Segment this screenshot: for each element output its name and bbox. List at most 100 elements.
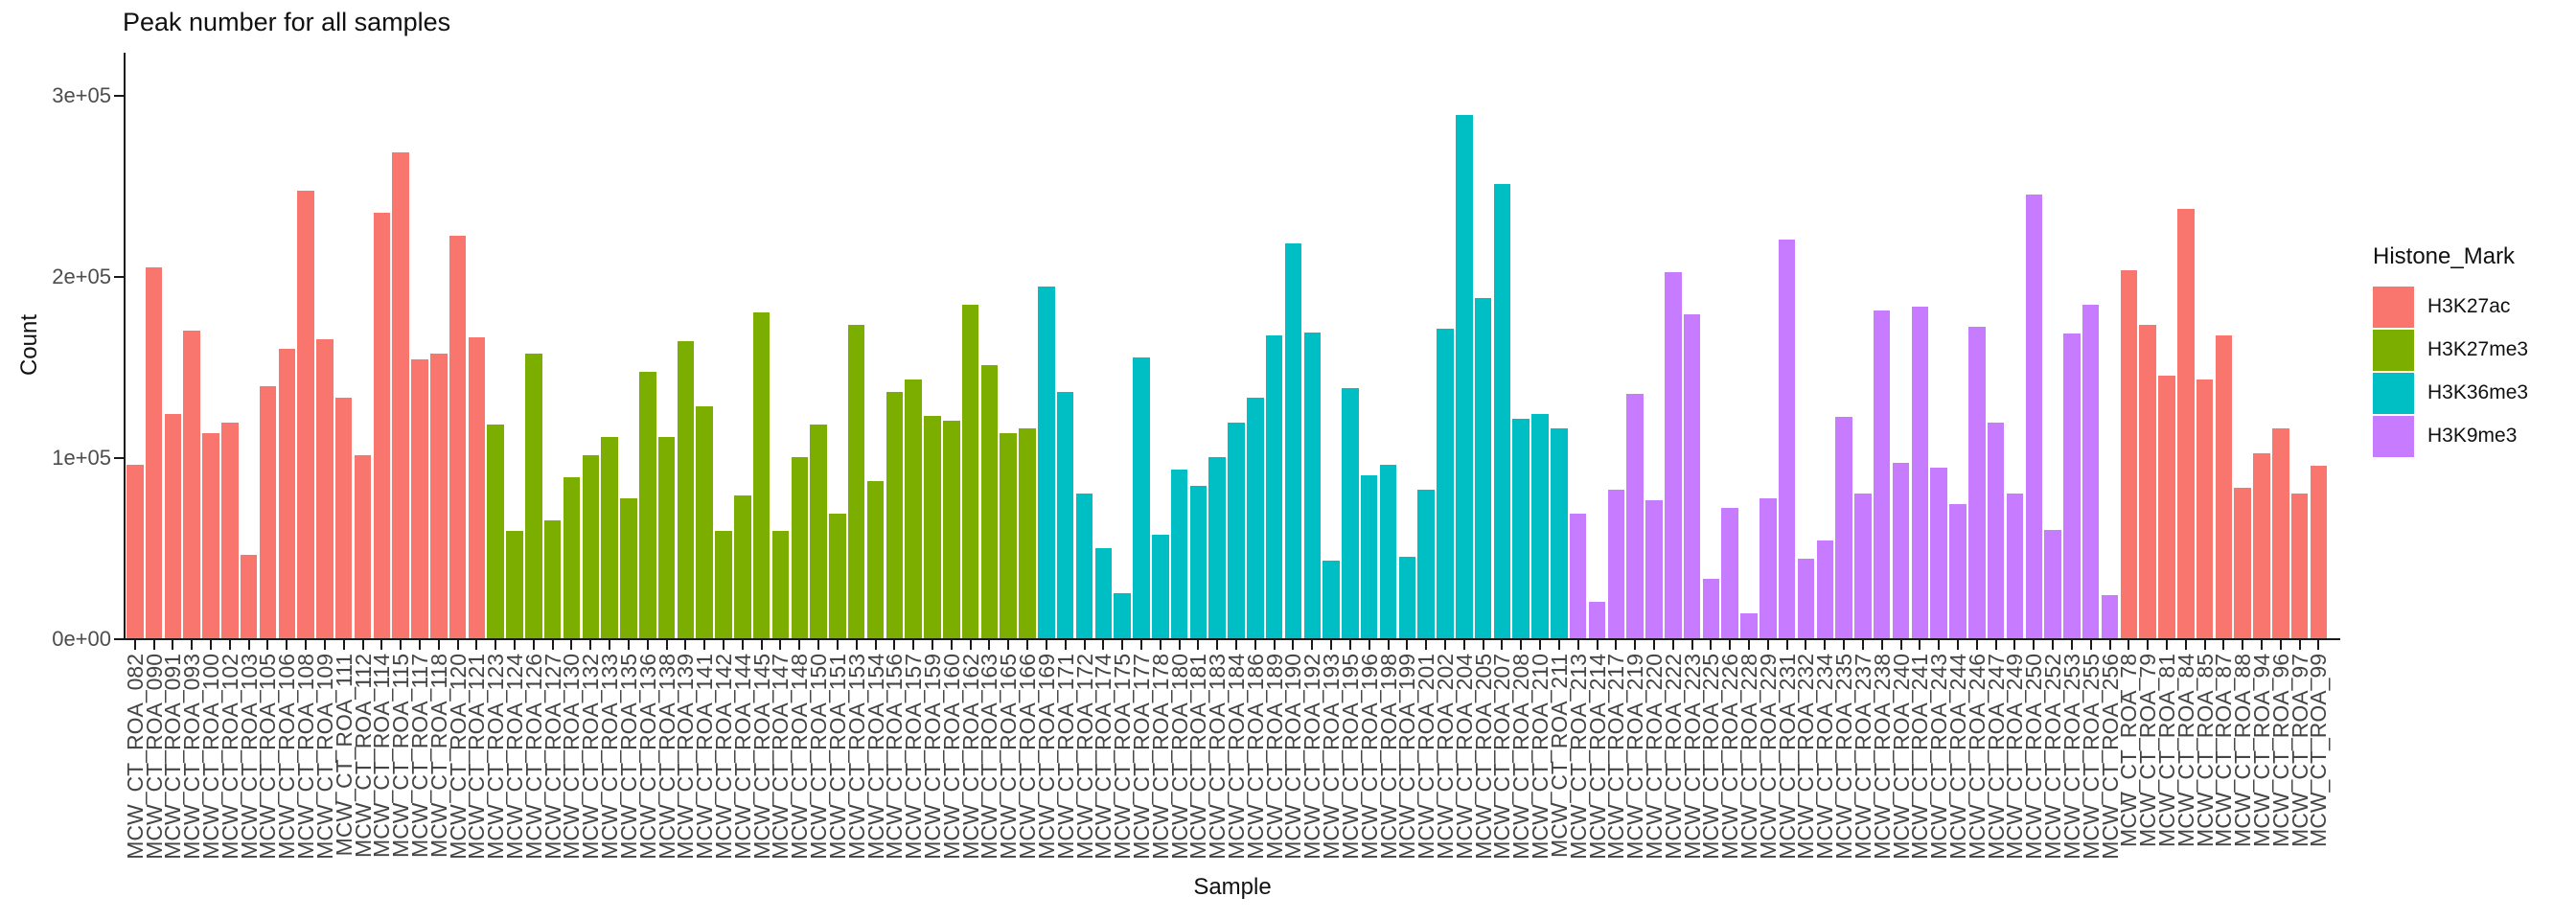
x-tick-mark — [1443, 640, 1446, 650]
x-tick-mark — [1785, 640, 1788, 650]
x-tick-mark — [1557, 640, 1560, 650]
bar-MCW_CT_ROA_97 — [2290, 493, 2309, 638]
x-tick-mark — [2089, 640, 2092, 650]
bar-MCW_CT_ROA_151 — [829, 513, 846, 638]
x-tick-mark — [1083, 640, 1086, 650]
bar-MCW_CT_ROA_193 — [1322, 560, 1340, 638]
bar-MCW_CT_ROA_223 — [1683, 313, 1701, 638]
bar-MCW_CT_ROA_204 — [1456, 114, 1473, 638]
bar-MCW_CT_ROA_88 — [2234, 488, 2251, 638]
bar-MCW_CT_ROA_105 — [259, 386, 277, 638]
bar-MCW_CT_ROA_189 — [1265, 335, 1283, 638]
x-tick-mark — [1330, 640, 1333, 650]
x-tick-mark — [779, 640, 782, 650]
x-tick-mark — [1596, 640, 1598, 650]
bar-MCW_CT_ROA_180 — [1170, 470, 1188, 638]
bar-MCW_CT_ROA_85 — [2196, 379, 2214, 638]
x-tick-mark — [2279, 640, 2282, 650]
x-tick-mark — [514, 640, 517, 650]
bar-MCW_CT_ROA_153 — [847, 325, 865, 638]
x-tick-mark — [950, 640, 953, 650]
y-tick-label: 0e+00 — [52, 627, 111, 651]
bar-MCW_CT_ROA_175 — [1114, 592, 1131, 638]
bar-MCW_CT_ROA_232 — [1797, 558, 1815, 638]
bar-MCW_CT_ROA_166 — [1019, 427, 1036, 638]
bar-MCW_CT_ROA_124 — [506, 531, 523, 638]
x-tick-mark — [1710, 640, 1713, 650]
y-tick-label: 3e+05 — [52, 83, 111, 107]
bar-MCW_CT_ROA_211 — [1551, 427, 1568, 638]
legend-label: H3K27ac — [2427, 295, 2511, 317]
x-tick-mark — [931, 640, 933, 650]
bar-MCW_CT_ROA_81 — [2158, 375, 2175, 638]
bar-MCW_CT_ROA_147 — [771, 531, 790, 638]
x-tick-mark — [152, 640, 155, 650]
x-tick-mark — [1615, 640, 1618, 650]
bar-MCW_CT_ROA_118 — [430, 354, 448, 638]
bar-MCW_CT_ROA_99 — [2310, 466, 2328, 638]
x-tick-mark — [1805, 640, 1807, 650]
x-tick-mark — [1064, 640, 1067, 650]
bar-MCW_CT_ROA_252 — [2044, 529, 2061, 638]
bar-MCW_CT_ROA_171 — [1056, 391, 1074, 638]
x-tick-mark — [2222, 640, 2225, 650]
x-tick-mark — [1254, 640, 1256, 650]
bar-MCW_CT_ROA_145 — [752, 311, 770, 638]
x-tick-mark — [1748, 640, 1751, 650]
bar-MCW_CT_ROA_142 — [715, 531, 732, 638]
x-tick-mark — [627, 640, 630, 650]
bar-MCW_CT_ROA_117 — [411, 358, 428, 638]
x-tick-mark — [1348, 640, 1351, 650]
x-tick-mark — [893, 640, 896, 650]
bar-MCW_CT_ROA_154 — [866, 480, 885, 638]
x-tick-mark — [1139, 640, 1142, 650]
x-tick-mark — [2203, 640, 2206, 650]
bar-MCW_CT_ROA_132 — [582, 455, 600, 638]
x-tick-mark — [2242, 640, 2244, 650]
x-tick-mark — [475, 640, 478, 650]
bar-MCW_CT_ROA_210 — [1531, 413, 1549, 638]
bar-MCW_CT_ROA_96 — [2272, 427, 2289, 638]
bar-MCW_CT_ROA_190 — [1284, 242, 1302, 638]
bar-MCW_CT_ROA_102 — [221, 423, 239, 638]
legend-swatch-h3k36me3 — [2373, 372, 2414, 414]
bar-MCW_CT_ROA_205 — [1474, 297, 1492, 638]
bar-MCW_CT_ROA_082 — [126, 464, 144, 638]
x-tick-mark — [1634, 640, 1637, 650]
x-tick-mark — [1899, 640, 1902, 650]
x-tick-mark — [172, 640, 174, 650]
x-tick-label: MCW_CT_ROA_99 — [2306, 654, 2332, 847]
bar-MCW_CT_ROA_148 — [791, 457, 809, 638]
bar-MCW_CT_ROA_090 — [145, 266, 163, 638]
x-tick-mark — [1919, 640, 1921, 650]
bar-MCW_CT_ROA_228 — [1740, 612, 1758, 638]
bar-MCW_CT_ROA_198 — [1379, 464, 1397, 638]
legend-entry-h3k9me3: H3K9me3 — [2373, 415, 2528, 457]
bar-MCW_CT_ROA_162 — [961, 305, 979, 638]
x-tick-mark — [912, 640, 915, 650]
x-tick-mark — [532, 640, 535, 650]
x-tick-mark — [1292, 640, 1295, 650]
x-tick-mark — [589, 640, 592, 650]
bar-MCW_CT_ROA_156 — [886, 391, 904, 638]
y-tick-label: 2e+05 — [52, 264, 111, 288]
x-tick-mark — [1880, 640, 1883, 650]
legend-entry-h3k27ac: H3K27ac — [2373, 286, 2528, 328]
x-tick-mark — [2108, 640, 2111, 650]
bar-MCW_CT_ROA_141 — [696, 406, 713, 638]
x-tick-mark — [1311, 640, 1314, 650]
x-tick-mark — [1482, 640, 1484, 650]
bar-MCW_CT_ROA_183 — [1208, 457, 1226, 638]
x-tick-mark — [1368, 640, 1370, 650]
bar-MCW_CT_ROA_87 — [2215, 335, 2233, 638]
bar-MCW_CT_ROA_94 — [2253, 453, 2270, 638]
x-tick-mark — [400, 640, 402, 650]
bar-MCW_CT_ROA_255 — [2082, 305, 2100, 638]
bar-MCW_CT_ROA_196 — [1360, 474, 1378, 638]
bar-MCW_CT_ROA_135 — [620, 498, 637, 638]
x-tick-mark — [2317, 640, 2320, 650]
x-tick-mark — [1387, 640, 1390, 650]
bar-MCW_CT_ROA_249 — [2006, 493, 2024, 638]
legend-label: H3K9me3 — [2427, 425, 2518, 447]
x-tick-mark — [1938, 640, 1941, 650]
